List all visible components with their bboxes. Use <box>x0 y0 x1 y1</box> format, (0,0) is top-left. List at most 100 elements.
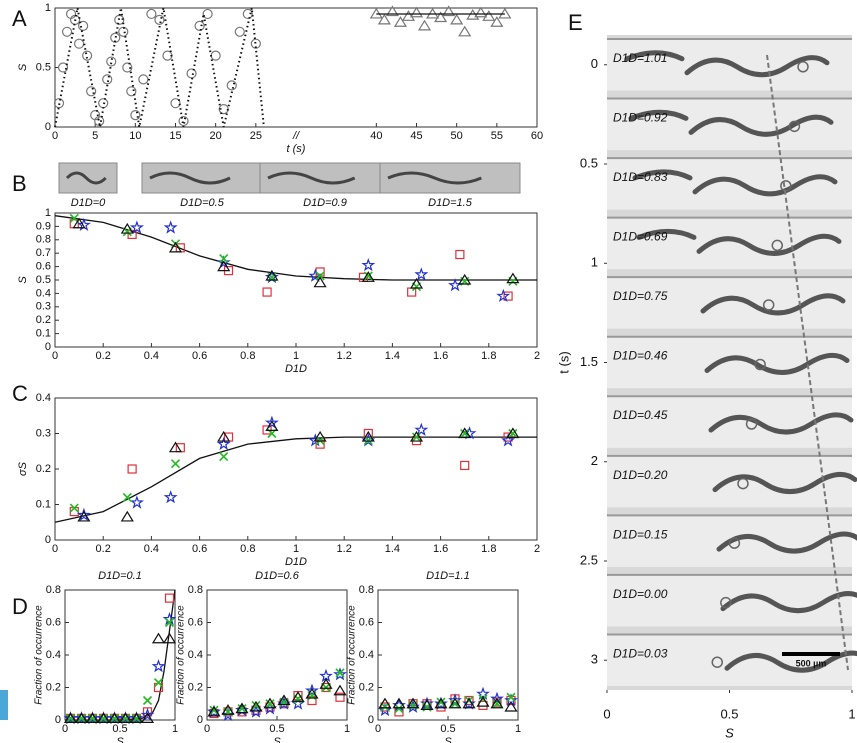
star-marker <box>264 415 279 429</box>
triangle-marker <box>120 510 134 522</box>
worm <box>692 174 838 197</box>
plot-frame <box>206 589 348 721</box>
bead <box>728 537 741 549</box>
frame-label: D1D=0.45 <box>613 408 668 422</box>
x-tick-label: 1.4 <box>385 543 400 555</box>
x-tick-label: 0.6 <box>192 350 207 362</box>
y-tick-label: 0 <box>55 714 61 726</box>
circle-marker <box>250 38 261 49</box>
triangle-marker <box>462 697 476 709</box>
x-tick-label: 1 <box>172 723 178 735</box>
triangle-marker <box>361 430 375 442</box>
y-tick-label: 0.2 <box>36 463 51 475</box>
y-tick-label: 0.2 <box>36 314 51 326</box>
triangle-marker <box>450 13 464 25</box>
triangle-marker <box>434 11 448 23</box>
bead <box>762 299 775 311</box>
x-tick-label: 5 <box>92 130 98 142</box>
star-marker <box>129 220 144 234</box>
x-marker <box>120 713 131 723</box>
triangle-marker <box>490 697 504 709</box>
star-marker <box>462 696 476 710</box>
corner-marker <box>0 690 8 720</box>
x-tick-label: 1 <box>515 723 521 735</box>
star-marker <box>249 704 263 718</box>
triangle-marker <box>313 276 327 288</box>
x-marker <box>65 713 76 723</box>
triangle-marker <box>333 684 347 696</box>
x-marker <box>69 213 79 223</box>
y-tick-label: 0.7 <box>36 247 51 259</box>
worm <box>704 352 850 375</box>
thumbnail <box>141 162 263 194</box>
x-tick-label: 1 <box>293 350 299 362</box>
triangle-marker <box>305 687 319 699</box>
star-marker <box>333 667 347 681</box>
bead <box>711 656 723 668</box>
triangle-marker <box>263 697 277 709</box>
y-tick-label: 0.4 <box>36 287 51 299</box>
worm <box>628 109 689 121</box>
triangle-marker <box>72 217 86 229</box>
triangle-marker <box>434 697 448 709</box>
star-marker <box>118 711 133 725</box>
triangle-marker <box>474 6 488 18</box>
square-marker <box>455 249 465 260</box>
x-tick-label: 0 <box>52 350 58 362</box>
star-marker <box>85 711 100 725</box>
bead <box>788 120 801 133</box>
y-tick-label: 0.5 <box>580 155 598 170</box>
circle-marker <box>242 8 253 20</box>
triangle-marker <box>504 700 518 712</box>
frame-label: D1D=0.46 <box>613 349 668 363</box>
triangle-marker <box>393 16 408 27</box>
frame-label: D1D=0.92 <box>613 110 668 124</box>
thumbnail-worm <box>65 171 107 185</box>
x-marker <box>219 452 229 462</box>
triangle-marker <box>265 420 279 431</box>
y-tick-label: 0.3 <box>36 427 51 439</box>
star-marker <box>63 711 78 725</box>
circle-marker <box>178 115 189 127</box>
y-tick-label: 0 <box>45 341 51 353</box>
y-tick-label: 0.8 <box>36 234 51 246</box>
circle-marker <box>202 8 213 20</box>
star-marker <box>414 422 429 436</box>
triangle-marker <box>277 694 291 706</box>
triangle-marker <box>448 697 462 709</box>
bead <box>797 61 809 73</box>
panel-label: E <box>568 10 583 35</box>
frame-label: D1D=0.15 <box>613 527 668 541</box>
triangle-marker <box>118 712 133 723</box>
star-marker <box>501 433 515 447</box>
y-tick-label: 0.3 <box>36 301 51 313</box>
y-tick-label: 0 <box>45 121 51 133</box>
triangle-marker <box>63 712 78 723</box>
y-tick-label: 0 <box>591 56 598 71</box>
x-tick-label: 0.5 <box>269 723 284 735</box>
star-marker <box>434 696 448 710</box>
x-tick-label: 20 <box>210 130 222 142</box>
y-axis-label: Fraction of occurrence <box>176 605 187 705</box>
worm <box>696 233 842 256</box>
worm <box>684 55 830 78</box>
scale-bar <box>782 652 840 656</box>
x-marker <box>450 699 460 709</box>
frame <box>607 634 852 686</box>
panel-label: C <box>12 381 28 406</box>
worm <box>624 50 685 62</box>
star-marker <box>151 659 166 673</box>
y-tick-label: 0.9 <box>36 220 51 232</box>
x-marker <box>142 695 153 706</box>
x-tick-label: 1.8 <box>481 543 496 555</box>
panel-label: A <box>12 6 27 31</box>
x-tick-label: 0.8 <box>240 543 255 555</box>
star-marker <box>305 683 319 697</box>
x-tick-label: 0 <box>52 130 58 142</box>
circle-marker <box>186 68 197 79</box>
y-axis-label: Fraction of occurrence <box>347 605 358 705</box>
x-tick-label: 25 <box>250 130 262 142</box>
star-marker <box>96 711 111 725</box>
y-tick-label: 1 <box>45 2 51 14</box>
x-marker <box>315 271 325 281</box>
